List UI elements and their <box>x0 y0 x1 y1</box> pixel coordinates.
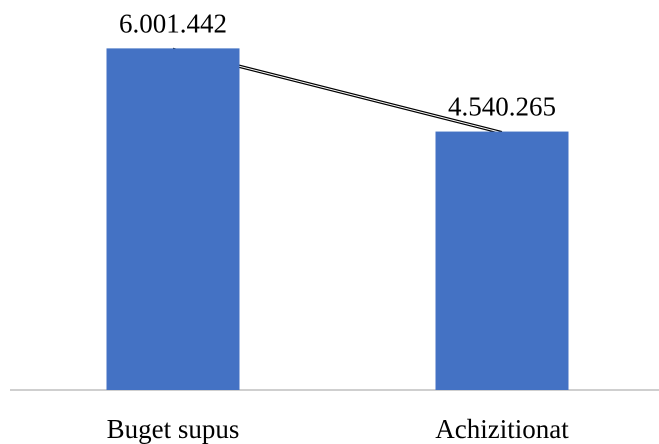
category-label: Buget supus <box>107 414 240 444</box>
category-label: Achizitionat <box>435 414 569 444</box>
bar-achizitionat <box>435 131 569 391</box>
data-label: 6.001.442 <box>119 8 227 38</box>
bars-group <box>106 48 569 391</box>
bar-buget-supus <box>106 48 240 390</box>
labels-group: 6.001.442 Buget supus 4.540.265 Achizitiona… <box>107 8 570 444</box>
data-label: 4.540.265 <box>448 92 556 122</box>
